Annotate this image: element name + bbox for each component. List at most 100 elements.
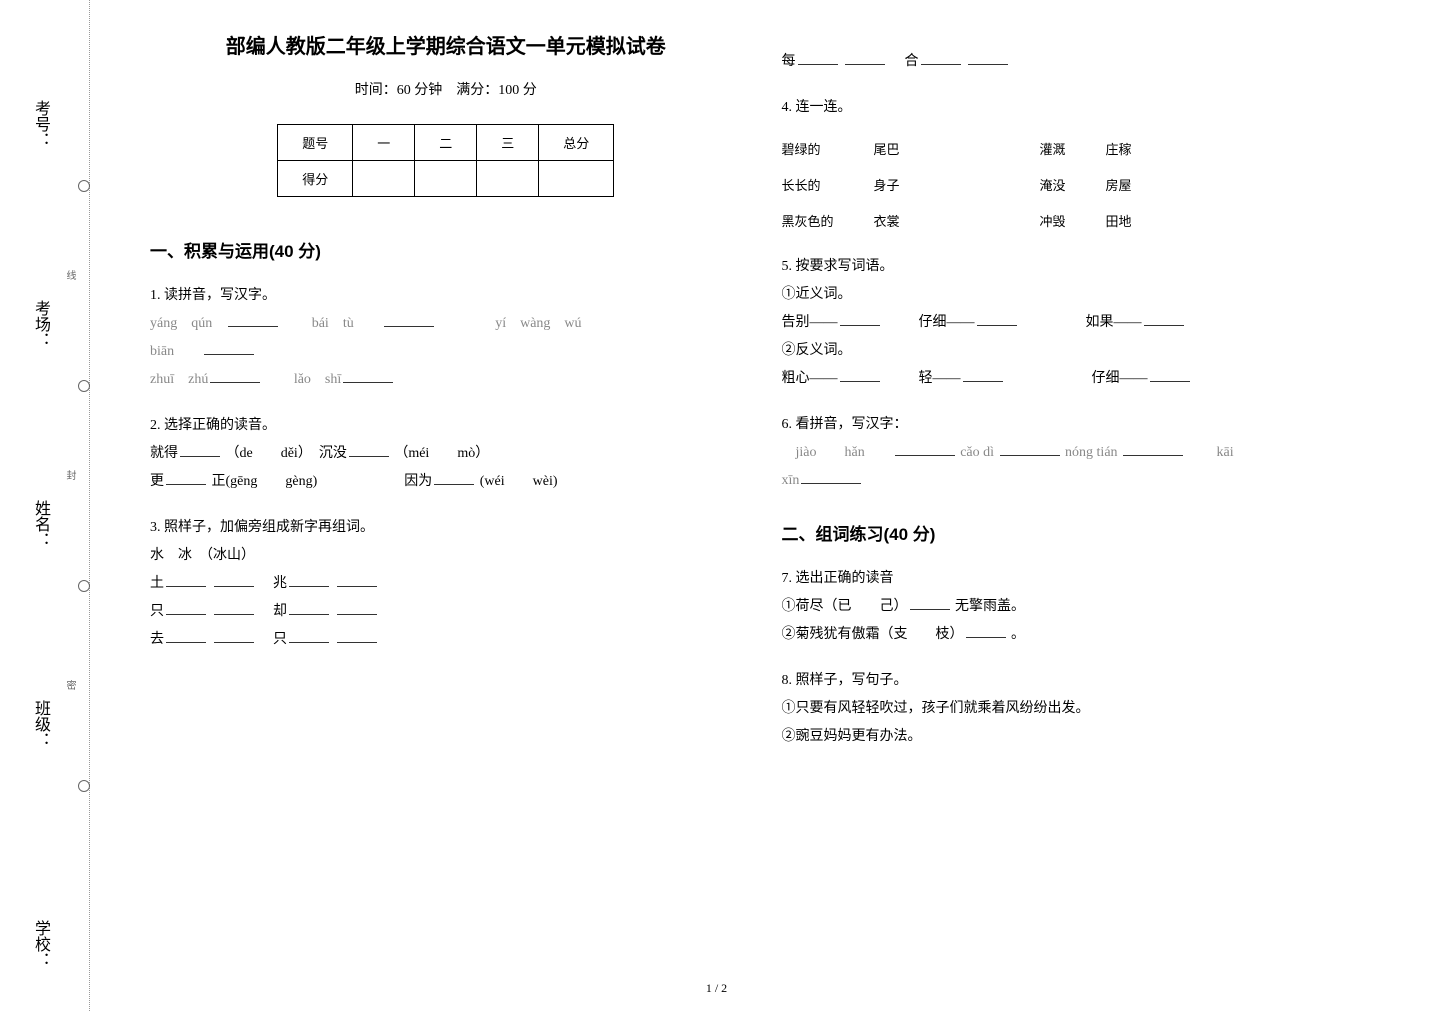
blank[interactable]	[166, 469, 206, 485]
match-item: 田地	[1106, 209, 1132, 235]
blank[interactable]	[1000, 440, 1060, 456]
q3-char: 只	[150, 604, 164, 619]
blank[interactable]	[840, 310, 880, 326]
td-defen: 得分	[278, 161, 353, 197]
blank[interactable]	[204, 339, 254, 355]
score-cell[interactable]	[539, 161, 614, 197]
q7-label: 7. 选出正确的读音	[782, 565, 1374, 593]
q3-char: 只	[259, 632, 287, 647]
blank[interactable]	[1144, 310, 1184, 326]
q1-pinyin: yáng qún	[150, 316, 226, 331]
blank[interactable]	[166, 571, 206, 587]
q5-sub2: ②反义词。	[782, 337, 1374, 365]
seal-feng: 封	[62, 470, 77, 480]
q1-pinyin: zhuī zhú	[150, 372, 208, 387]
match-item: 身子	[874, 173, 900, 199]
q2-item: 更	[150, 474, 164, 489]
punch-hole	[78, 780, 90, 792]
q3-example: 水 冰 （冰山）	[150, 542, 742, 570]
seal-xian: 线	[62, 270, 77, 280]
blank[interactable]	[840, 366, 880, 382]
score-cell[interactable]	[353, 161, 415, 197]
q3: 3. 照样子，加偏旁组成新字再组词。 水 冰 （冰山） 土 兆 只 却 去 只	[150, 514, 742, 654]
q5: 5. 按要求写词语。 ①近义词。 告别—— 仔细—— 如果—— ②反义词。 粗心…	[782, 253, 1374, 393]
punch-hole	[78, 180, 90, 192]
label-kaohao: 考号：	[28, 100, 52, 148]
blank[interactable]	[801, 468, 861, 484]
blank[interactable]	[228, 311, 278, 327]
th-1: 一	[353, 125, 415, 161]
q6-pinyin: nóng tián	[1065, 445, 1121, 460]
top-line: 每 合	[782, 48, 1374, 76]
blank[interactable]	[166, 627, 206, 643]
char: 每	[782, 54, 796, 69]
section2-title: 二、组词练习(40 分)	[782, 520, 1374, 545]
blank[interactable]	[337, 627, 377, 643]
q1-pinyin: biān	[150, 344, 202, 359]
binding-sidebar: 考号： 考场： 姓名： 班级： 学校： 线 封 密	[0, 0, 90, 1011]
q8-item1: ①只要有风轻轻吹过，孩子们就乘着风纷纷出发。	[782, 695, 1374, 723]
match-item: 灌溉	[1040, 137, 1066, 163]
q4: 4. 连一连。 碧绿的 长长的 黑灰色的 尾巴 身子 衣裳 灌溉 淹没 冲毁	[782, 94, 1374, 235]
q6: 6. 看拼音，写汉字： jiào hǎn cǎo dì nóng tián kā…	[782, 411, 1374, 495]
exam-subtitle: 时间：60 分钟 满分：100 分	[150, 79, 742, 99]
q3-char: 却	[259, 604, 287, 619]
blank[interactable]	[1123, 440, 1183, 456]
blank[interactable]	[214, 571, 254, 587]
blank[interactable]	[963, 366, 1003, 382]
blank[interactable]	[289, 599, 329, 615]
q7-item: 无擎雨盖。	[955, 599, 1025, 614]
q5-word: 仔细——	[1092, 371, 1148, 386]
th-3: 三	[477, 125, 539, 161]
blank[interactable]	[349, 441, 389, 457]
match-colB: 尾巴 身子 衣裳	[874, 137, 900, 235]
blank[interactable]	[214, 599, 254, 615]
blank[interactable]	[214, 627, 254, 643]
blank[interactable]	[1150, 366, 1190, 382]
q2: 2. 选择正确的读音。 就得 （de děi） 沉没 （méi mò） 更 正(…	[150, 412, 742, 496]
score-cell[interactable]	[415, 161, 477, 197]
th-tihao: 题号	[278, 125, 353, 161]
q7-item: 。	[1011, 627, 1025, 642]
q5-word: 如果——	[1086, 315, 1142, 330]
q3-char: 土	[150, 576, 164, 591]
match-item: 冲毁	[1040, 209, 1066, 235]
blank[interactable]	[845, 49, 885, 65]
blank[interactable]	[289, 627, 329, 643]
blank[interactable]	[210, 367, 260, 383]
blank[interactable]	[966, 622, 1006, 638]
blank[interactable]	[166, 599, 206, 615]
blank[interactable]	[343, 367, 393, 383]
q5-word: 仔细——	[919, 315, 975, 330]
match-colA: 碧绿的 长长的 黑灰色的	[782, 137, 834, 235]
blank[interactable]	[968, 49, 1008, 65]
blank[interactable]	[337, 599, 377, 615]
q2-item: (wéi wèi)	[480, 474, 558, 489]
blank[interactable]	[384, 311, 434, 327]
blank[interactable]	[434, 469, 474, 485]
blank[interactable]	[337, 571, 377, 587]
q3-char: 去	[150, 632, 164, 647]
q5-label: 5. 按要求写词语。	[782, 253, 1374, 281]
q8-label: 8. 照样子，写句子。	[782, 667, 1374, 695]
match-colC: 灌溉 淹没 冲毁	[1040, 137, 1066, 235]
q1-label: 1. 读拼音，写汉字。	[150, 282, 742, 310]
th-2: 二	[415, 125, 477, 161]
page-number: 1 / 2	[706, 981, 727, 996]
q7: 7. 选出正确的读音 ①荷尽（已 己） 无擎雨盖。 ②菊残犹有傲霜（支 枝） 。	[782, 565, 1374, 649]
blank[interactable]	[798, 49, 838, 65]
blank[interactable]	[289, 571, 329, 587]
match-item: 黑灰色的	[782, 209, 834, 235]
blank[interactable]	[910, 594, 950, 610]
blank[interactable]	[977, 310, 1017, 326]
q1: 1. 读拼音，写汉字。 yáng qún bái tù yí wàng wú b…	[150, 282, 742, 394]
blank[interactable]	[921, 49, 961, 65]
q5-word: 粗心——	[782, 371, 838, 386]
q6-pinyin: kāi	[1189, 445, 1234, 460]
blank[interactable]	[895, 440, 955, 456]
score-cell[interactable]	[477, 161, 539, 197]
q2-item: （de děi） 沉没	[226, 446, 347, 461]
q5-sub1: ①近义词。	[782, 281, 1374, 309]
blank[interactable]	[180, 441, 220, 457]
q2-item: 就得	[150, 446, 178, 461]
